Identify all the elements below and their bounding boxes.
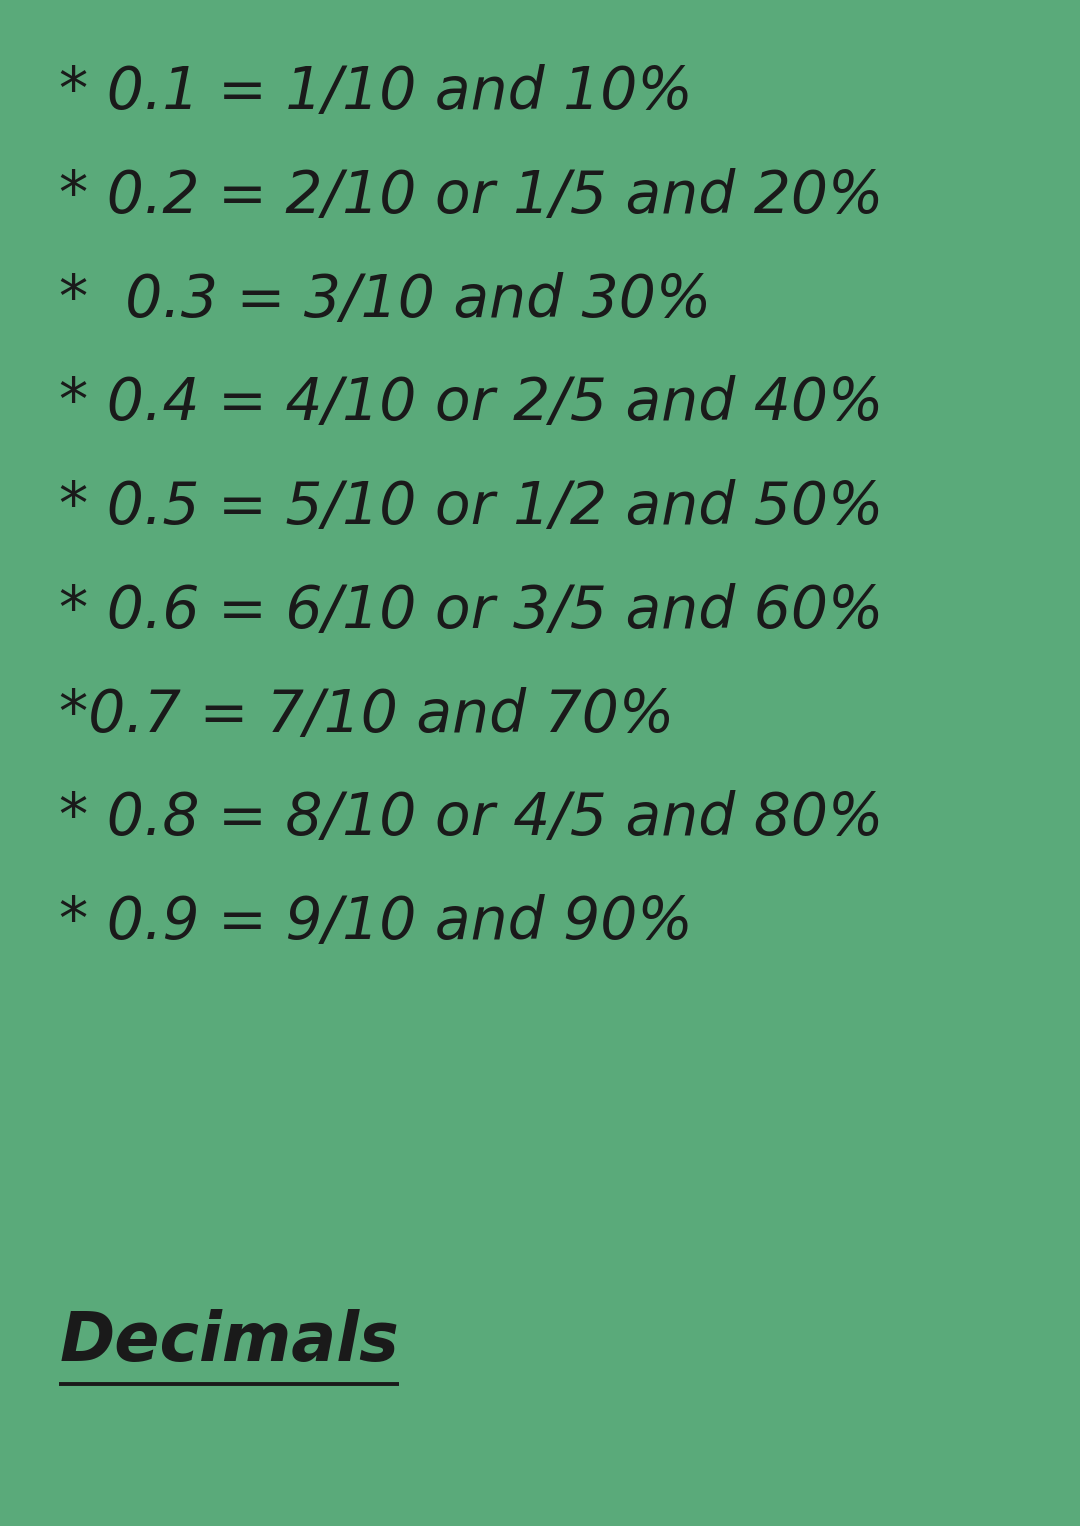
Text: * 0.4 = 4/10 or 2/5 and 40%: * 0.4 = 4/10 or 2/5 and 40% xyxy=(59,375,883,432)
Text: * 0.6 = 6/10 or 3/5 and 60%: * 0.6 = 6/10 or 3/5 and 60% xyxy=(59,583,883,639)
Text: * 0.9 = 9/10 and 90%: * 0.9 = 9/10 and 90% xyxy=(59,894,693,951)
Text: *  0.3 = 3/10 and 30%: * 0.3 = 3/10 and 30% xyxy=(59,272,712,328)
Text: * 0.2 = 2/10 or 1/5 and 20%: * 0.2 = 2/10 or 1/5 and 20% xyxy=(59,168,883,224)
Text: * 0.8 = 8/10 or 4/5 and 80%: * 0.8 = 8/10 or 4/5 and 80% xyxy=(59,790,883,847)
Text: *0.7 = 7/10 and 70%: *0.7 = 7/10 and 70% xyxy=(59,687,675,743)
Text: Decimals: Decimals xyxy=(59,1309,400,1375)
Text: * 0.1 = 1/10 and 10%: * 0.1 = 1/10 and 10% xyxy=(59,64,693,121)
Text: * 0.5 = 5/10 or 1/2 and 50%: * 0.5 = 5/10 or 1/2 and 50% xyxy=(59,479,883,536)
